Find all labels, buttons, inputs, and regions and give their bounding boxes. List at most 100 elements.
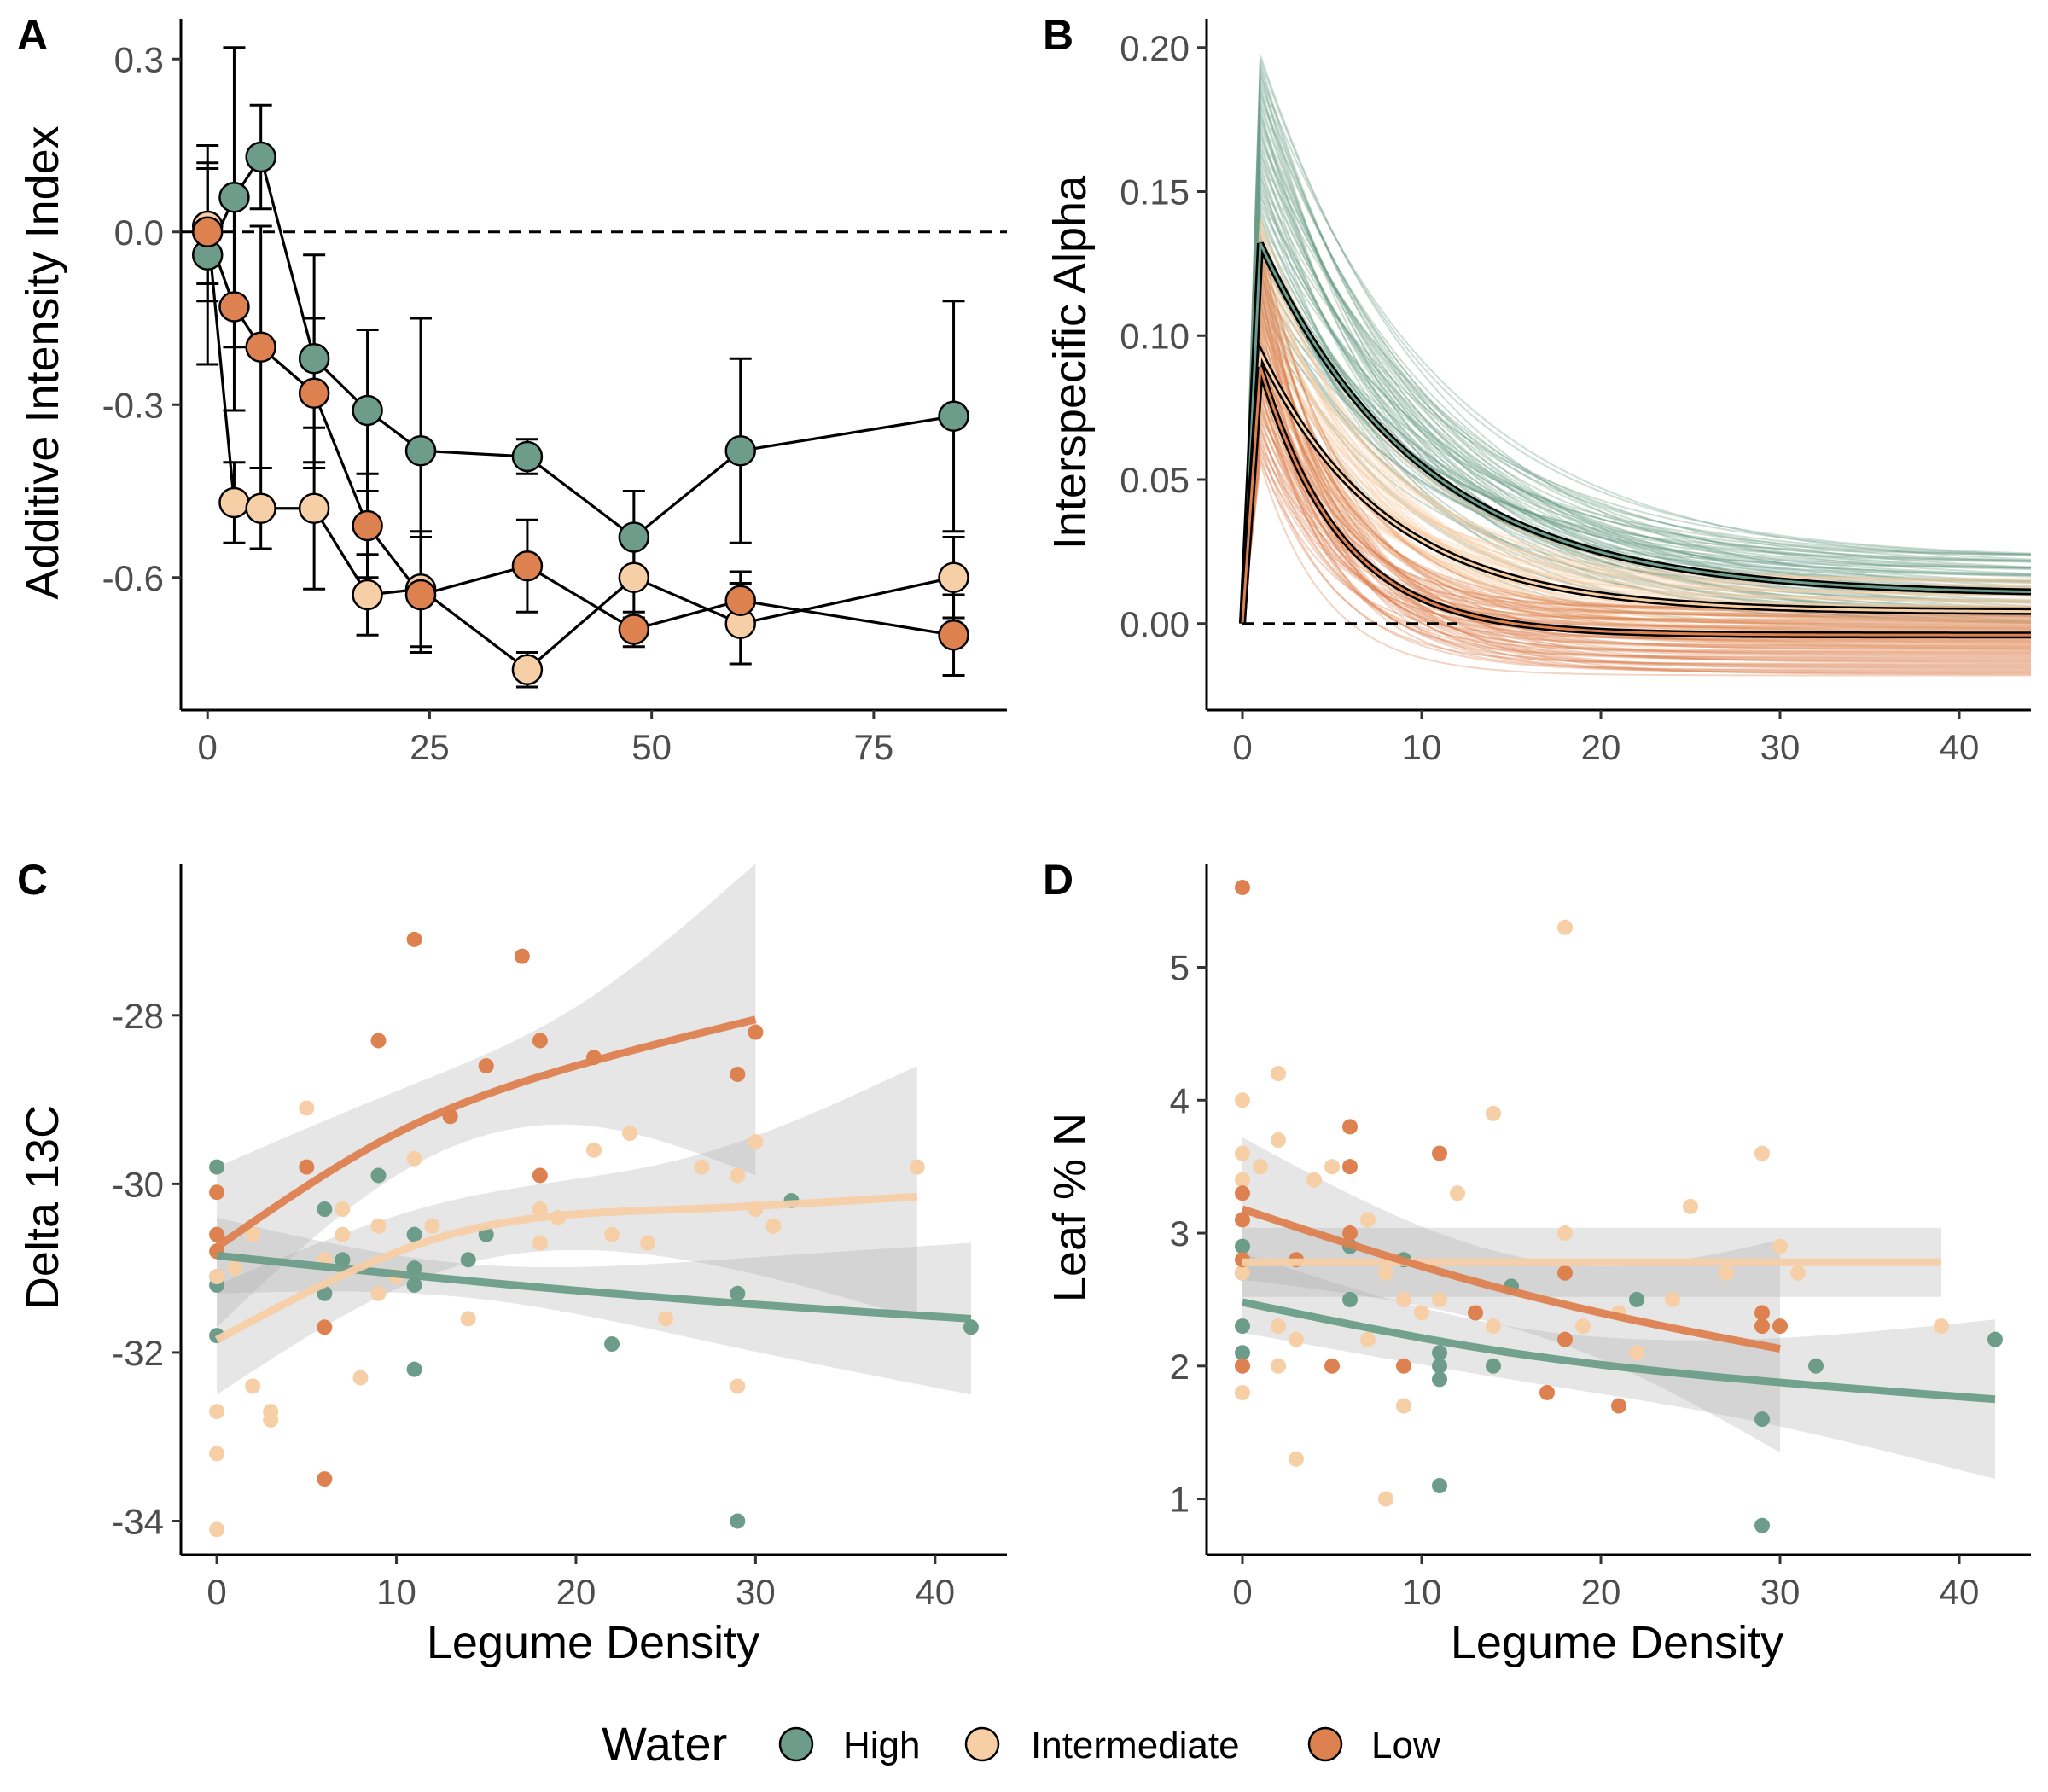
data-point-low [406,931,422,947]
data-point-intermediate [1271,1132,1286,1148]
data-point-low [1235,1212,1250,1228]
data-point-intermediate [335,1226,351,1242]
data-point-high [1235,1345,1250,1361]
panel-d: D Leaf % N Legume Density 0 10 20 30 40 1 2 3 4 5 [1043,856,2031,1668]
y-tick-label: 0.0 [114,212,164,253]
data-point-high [406,1361,422,1377]
series-line-low [206,231,954,637]
panel-b: B Interspecific Alpha 0 10 20 30 400.000.050… [1043,11,2032,767]
y-tick-label: 0.20 [1120,28,1190,68]
posterior-draw-high [1242,66,2031,624]
panel-d-plot: 0 10 20 30 40 1 2 3 4 5 [1170,864,2031,1612]
posterior-draw-high [1242,81,2031,624]
data-point-intermediate [1360,1331,1376,1347]
posterior-draw-high [1242,104,2031,624]
posterior-draw-low [1242,416,2031,649]
data-point-intermediate [263,1411,279,1428]
data-point-intermediate [209,1446,225,1462]
data-point-intermediate [335,1201,351,1217]
data-point-high [370,1167,387,1184]
posterior-draw-high [1242,239,2031,624]
posterior-draw-intermediate [1242,387,2031,631]
y-tick-label: -0.6 [102,558,164,598]
data-point-low [1235,880,1250,896]
posterior-draw-intermediate [1242,263,2031,651]
posterior-draw-low [1242,377,2031,625]
data-point-high [1808,1358,1824,1374]
data-point-low [299,1159,315,1175]
data-point-intermediate [694,1159,710,1175]
x-tick-label: 30 [1760,1572,1801,1612]
data-point-high [209,1159,225,1175]
data-point-intermediate [245,1378,261,1394]
data-point-low [511,550,544,582]
posterior-draw-low [1242,322,2031,626]
posterior-draw-low [1242,345,2031,675]
posterior-draw-intermediate [1242,373,2031,624]
data-point-intermediate [1432,1291,1447,1307]
posterior-draw-low [1242,443,2031,665]
x-tick-label: 40 [1940,727,1980,767]
panel-letter-c: C [17,856,48,904]
panel-d-ylabel: Leaf % N [1044,1113,1096,1302]
posterior-draw-low [1242,427,2031,624]
data-point-intermediate [218,486,250,519]
posterior-draw-intermediate [1242,242,2031,624]
data-point-intermediate [298,492,330,524]
data-point-intermediate [1360,1212,1376,1228]
data-point-intermediate [1324,1159,1340,1175]
posterior-draw-high [1242,89,2031,624]
data-point-low [1754,1318,1770,1335]
series-line-high [206,154,954,539]
data-point-intermediate [352,1370,369,1386]
fit-line-low [1241,1205,1781,1353]
y-tick-label: 0.15 [1120,172,1190,212]
legend: Water High Intermediate Low [602,1717,1440,1771]
panel-letter-a: A [17,11,48,59]
x-tick-label: 0 [1232,727,1252,767]
posterior-draw-low [1242,253,2031,624]
data-point-intermediate [1235,1172,1250,1188]
posterior-draw-high [1242,96,2031,624]
panel-c-ylabel: Delta 13C [17,1105,68,1310]
y-tick-label: 3 [1170,1213,1190,1254]
data-point-low [1342,1225,1358,1242]
posterior-draw-low [1242,354,2031,646]
data-point-intermediate [1486,1318,1501,1335]
mean-curve-low [1241,366,2032,637]
x-tick-label: 10 [1402,1572,1442,1612]
data-point-low [245,331,276,363]
data-point-low [748,1024,764,1040]
posterior-draw-intermediate [1242,233,2031,630]
data-point-high [1432,1478,1447,1493]
legend-label-intermediate: Intermediate [1031,1725,1240,1766]
data-point-intermediate [1271,1066,1286,1082]
data-point-high [1432,1345,1447,1361]
data-point-low [1611,1398,1626,1414]
confidence-band-intermediate [217,1066,917,1395]
posterior-draw-low [1242,265,2031,627]
data-point-low [1396,1358,1411,1374]
x-tick-label: 20 [1581,727,1621,767]
data-point-intermediate [511,654,544,685]
x-tick-label: 0 [1232,1572,1252,1612]
data-point-high [1754,1517,1770,1533]
posterior-draw-high [1242,259,2031,624]
data-point-intermediate [622,1126,638,1142]
data-point-low [1557,1265,1573,1281]
posterior-draw-intermediate [1242,411,2031,649]
data-point-high [730,1285,746,1301]
posterior-draw-intermediate [1242,299,2031,624]
data-point-intermediate [1450,1185,1465,1201]
data-point-high [938,400,969,432]
y-tick-label: -34 [112,1501,164,1541]
posterior-draw-intermediate [1242,287,2031,624]
data-point-low [1235,1185,1250,1201]
legend-key-low [1307,1726,1343,1762]
data-point-intermediate [245,1226,261,1242]
posterior-draw-intermediate [1242,269,2031,624]
data-point-intermediate [1235,1265,1250,1281]
x-tick-label: 20 [1581,1572,1621,1612]
legend-label-low: Low [1371,1725,1440,1766]
posterior-draw-high [1242,193,2031,624]
